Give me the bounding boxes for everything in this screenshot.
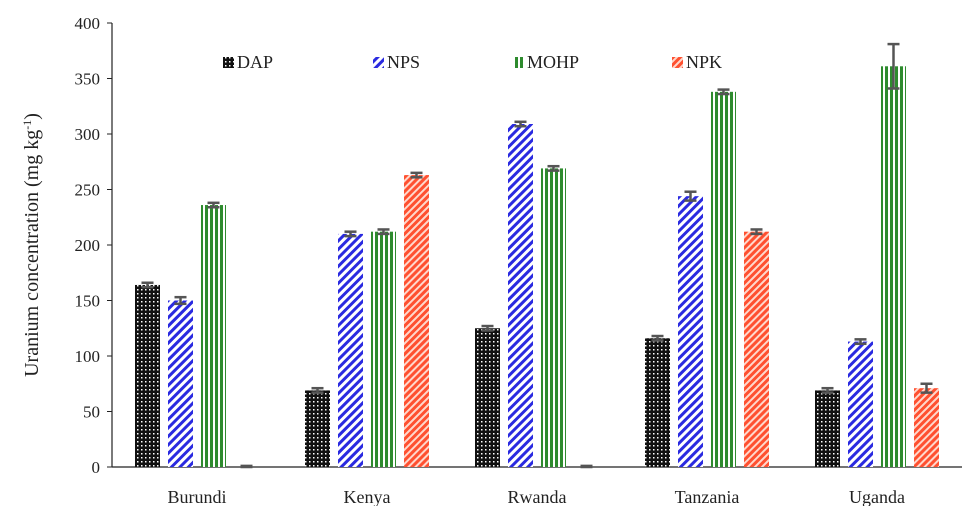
y-axis-label-sup: -1 (20, 120, 34, 130)
x-category-label: Kenya (344, 487, 391, 506)
legend-swatch-dap (223, 57, 234, 68)
legend-label-mohp: MOHP (527, 52, 579, 72)
y-tick-label: 0 (92, 458, 101, 477)
y-axis-label-main: Uranium concentration (mg kg (21, 130, 43, 377)
bar-dap (645, 338, 670, 467)
bar-mohp (201, 205, 226, 468)
legend-swatch-nps (373, 57, 384, 68)
y-axis-title: Uranium concentration (mg kg-1) (20, 113, 43, 377)
x-category-label: Uganda (849, 487, 905, 506)
x-category-label: Tanzania (675, 487, 740, 506)
bar-npk (914, 388, 939, 467)
y-tick-label: 50 (83, 403, 100, 422)
legend: DAP NPS MOHP NPK (223, 52, 722, 72)
y-tick-label: 250 (75, 181, 101, 200)
bar-npk (404, 175, 429, 467)
error-bars (141, 42, 933, 469)
bar-mohp (541, 168, 566, 467)
x-category-label: Rwanda (508, 487, 567, 506)
axes: 0 50 100 150 200 250 300 350 400 Burundi Kenya Rwan… (75, 14, 962, 506)
y-axis-label-close: ) (21, 113, 43, 120)
y-tick-label: 350 (75, 70, 101, 89)
legend-swatch-mohp (513, 57, 524, 68)
y-tick-label: 400 (75, 14, 101, 33)
bar-dap (305, 390, 330, 467)
legend-label-nps: NPS (387, 52, 420, 72)
y-tick-label: 200 (75, 236, 101, 255)
legend-label-npk: NPK (686, 52, 722, 72)
bar-mohp (711, 91, 736, 467)
y-axis-label: Uranium concentration (mg kg-1) (20, 113, 43, 377)
legend-swatch-npk (672, 57, 683, 68)
bar-npk (744, 231, 769, 467)
y-tick-label: 300 (75, 125, 101, 144)
bar-mohp (881, 66, 906, 467)
bar-nps (168, 300, 193, 467)
y-tick-label: 100 (75, 347, 101, 366)
bar-series (135, 66, 939, 468)
bar-nps (338, 233, 363, 467)
bar-dap (815, 390, 840, 467)
bar-nps (508, 124, 533, 467)
legend-label-dap: DAP (237, 52, 273, 72)
y-tick-label: 150 (75, 292, 101, 311)
bar-dap (475, 328, 500, 467)
bar-nps (678, 196, 703, 467)
bar-mohp (371, 231, 396, 467)
x-category-label: Burundi (167, 487, 226, 506)
bar-nps (848, 341, 873, 467)
bar-dap (135, 284, 160, 467)
